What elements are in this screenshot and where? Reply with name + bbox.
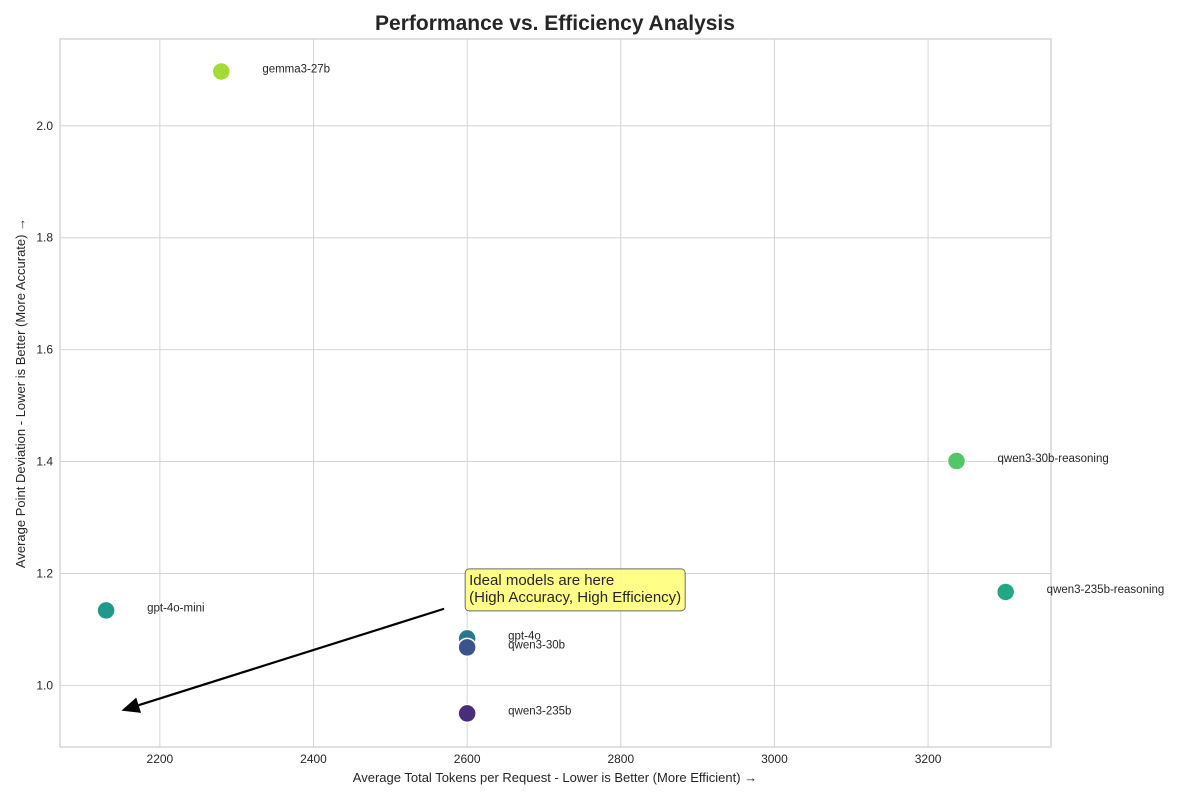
y-tick-label-1-8: 1.8	[36, 231, 53, 245]
annotation-arrowhead	[121, 697, 142, 713]
annotation-text-line: (High Accuracy, High Efficiency)	[469, 589, 681, 606]
y-tick-label-1-6: 1.6	[36, 343, 53, 357]
x-tick-label-2200: 2200	[147, 752, 174, 766]
point-label-qwen3-235b: qwen3-235b	[508, 705, 571, 717]
point-label-gpt-4o-mini: gpt-4o-mini	[147, 602, 205, 614]
point-label-qwen3-30b: qwen3-30b	[508, 639, 565, 651]
point-qwen3-235b-reasoning	[995, 582, 1016, 602]
x-tick-label-2800: 2800	[607, 752, 634, 766]
chart-title: Performance vs. Efficiency Analysis	[375, 12, 735, 35]
y-axis-label: Average Point Deviation - Lower is Bette…	[13, 218, 28, 568]
x-tick-label-3200: 3200	[915, 752, 942, 766]
point-label-gemma3-27b: gemma3-27b	[262, 63, 330, 75]
point-label-gpt-4o: gpt-4o	[508, 630, 541, 642]
annotation-arrow-line	[138, 607, 445, 707]
y-tick-label-1-2: 1.2	[36, 566, 53, 580]
x-tick-labels: 2200 2400 2600 2800 3000 3200	[147, 752, 942, 766]
y-tick-label-2-0: 2.0	[36, 119, 53, 133]
x-tick-label-2600: 2600	[454, 752, 481, 766]
y-tick-label-1-0: 1.0	[36, 678, 53, 692]
point-qwen3-30b	[457, 637, 477, 658]
annotation-box	[464, 568, 686, 612]
plot-frame	[59, 38, 1052, 748]
y-tick-label-1-4: 1.4	[36, 455, 53, 469]
x-tick-label-2400: 2400	[300, 752, 327, 766]
grid-lines	[60, 39, 1051, 747]
point-labels: gemma3-27b qwen3-30b-reasoning qwen3-235b-…	[147, 63, 1164, 717]
point-qwen3-235b	[457, 703, 477, 724]
point-qwen3-30b-reasoning	[946, 451, 967, 471]
data-points	[96, 61, 1016, 724]
annotation: Ideal models are here(High Accuracy, Hig…	[121, 568, 686, 713]
point-gemma3-27b	[211, 61, 232, 82]
annotation-text-line: Ideal models are here	[469, 572, 614, 589]
x-axis-label: Average Total Tokens per Request - Lower…	[353, 770, 757, 785]
point-label-qwen3-30b-reasoning: qwen3-30b-reasoning	[998, 453, 1109, 465]
y-tick-labels: 1.0 1.2 1.4 1.6 1.8 2.0	[36, 119, 53, 693]
x-tick-label-3000: 3000	[761, 752, 788, 766]
point-gpt-4o-mini	[96, 600, 116, 621]
point-label-qwen3-235b-reasoning: qwen3-235b-reasoning	[1047, 584, 1165, 596]
